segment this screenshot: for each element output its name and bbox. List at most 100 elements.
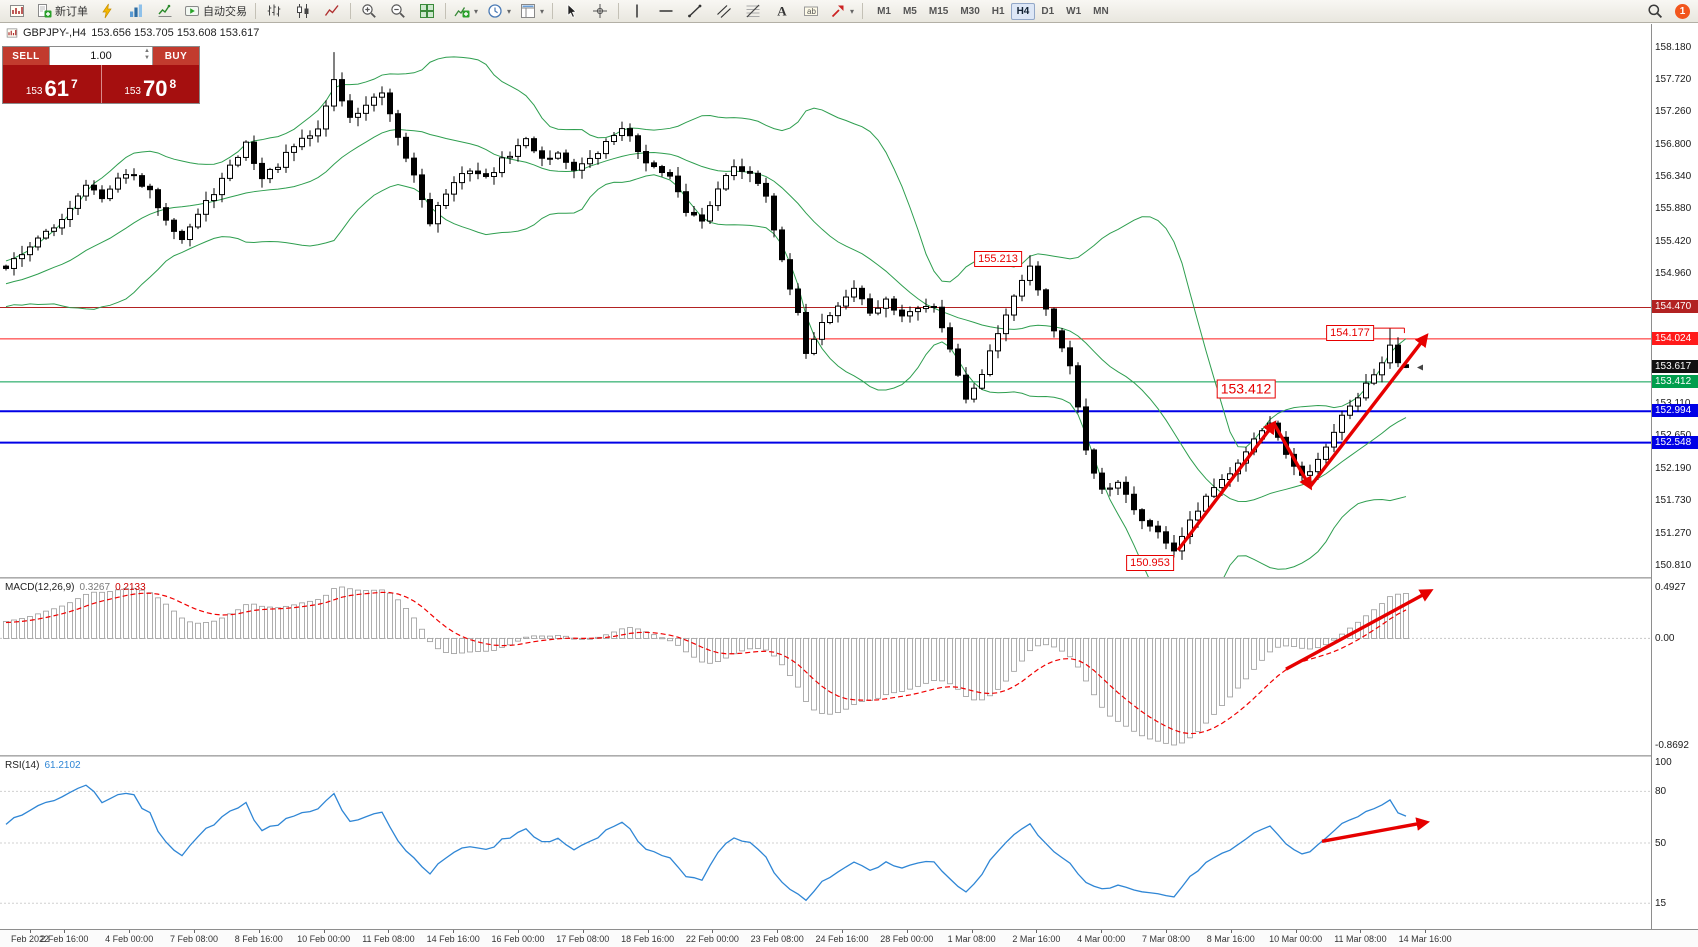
toolbar-text-button[interactable]: A bbox=[768, 0, 796, 22]
text-icon: A bbox=[774, 3, 790, 19]
time-axis[interactable]: Feb 2022 2 Feb 16:00 4 Feb 00:00 7 Feb 08:0… bbox=[0, 929, 1698, 947]
rsi-trend-arrow[interactable] bbox=[1321, 817, 1431, 843]
lot-decrease-button[interactable]: ▼ bbox=[144, 55, 150, 61]
time-label: 7 Feb 08:00 bbox=[169, 934, 219, 944]
timeframe-m5-button[interactable]: M5 bbox=[902, 5, 917, 17]
macd-trend-arrow[interactable] bbox=[1285, 589, 1434, 671]
time-tick bbox=[777, 930, 779, 933]
timeframe-m30-button[interactable]: M30 bbox=[960, 5, 980, 17]
time-tick bbox=[582, 930, 584, 933]
price-tag-154.024: 154.024 bbox=[1652, 331, 1698, 345]
time-label: 2 Feb 16:00 bbox=[40, 934, 89, 944]
price-annotation-label[interactable]: 153.412 bbox=[1216, 379, 1276, 399]
timeframe-mn-button[interactable]: MN bbox=[1093, 5, 1109, 17]
toolbar-templates-button[interactable]: ▾ bbox=[516, 0, 548, 22]
toolbar-tile-windows-button[interactable] bbox=[413, 0, 441, 22]
toolbar-cursor-button[interactable] bbox=[557, 0, 585, 22]
toolbar-separator bbox=[552, 3, 554, 19]
toolbar-script-button[interactable] bbox=[93, 0, 121, 22]
time-label: 8 Feb 16:00 bbox=[234, 934, 283, 944]
time-label: 8 Mar 16:00 bbox=[1206, 934, 1255, 944]
sell-button[interactable]: SELL bbox=[3, 47, 49, 65]
toolbar-text-label-button[interactable]: ab bbox=[797, 0, 825, 22]
time-tick bbox=[323, 930, 325, 933]
time-tick bbox=[647, 930, 649, 933]
toolbar-crosshair-button[interactable] bbox=[586, 0, 614, 22]
toolbar-channel-button[interactable] bbox=[710, 0, 738, 22]
toolbar-charts-button[interactable] bbox=[122, 0, 150, 22]
new-order-label: 新订单 bbox=[55, 6, 88, 18]
ohlc-quote: 153.656 153.705 153.608 153.617 bbox=[91, 27, 260, 39]
price-tag-152.548: 152.548 bbox=[1652, 435, 1698, 449]
macd-panel[interactable] bbox=[0, 579, 1651, 755]
notification-badge[interactable]: 1 bbox=[1675, 3, 1690, 19]
trendline-icon bbox=[687, 3, 703, 19]
buy-price-display[interactable]: 153 70 8 bbox=[101, 65, 199, 103]
timeframe-h4-button[interactable]: H4 bbox=[1010, 2, 1036, 20]
price-tick: 155.880 bbox=[1655, 203, 1692, 215]
toolbar-separator bbox=[445, 3, 446, 19]
toolbar-trendline-button[interactable] bbox=[681, 0, 709, 22]
price-axis[interactable]: 158.180 157.720 157.260 156.800 156.340 155.8… bbox=[1651, 24, 1698, 929]
search-button[interactable] bbox=[1641, 0, 1669, 22]
cursor-icon bbox=[563, 3, 579, 19]
chevron-down-icon: ▾ bbox=[474, 6, 479, 16]
price-annotation-label[interactable]: 150.953 bbox=[1126, 554, 1174, 571]
toolbar-periods-button[interactable]: ▾ bbox=[483, 0, 515, 22]
toolbar-indicators-button[interactable]: ▾ bbox=[450, 0, 482, 22]
fibonacci-icon bbox=[745, 3, 761, 19]
market-watch-icon bbox=[157, 3, 173, 19]
toolbar-chart-window-button[interactable] bbox=[3, 0, 31, 22]
lot-size-field[interactable]: 1.00 ▲ ▼ bbox=[49, 47, 153, 65]
time-tick bbox=[518, 930, 519, 933]
toolbar-horizontal-line-button[interactable] bbox=[652, 0, 680, 22]
toolbar-fibonacci-button[interactable] bbox=[739, 0, 767, 22]
toolbar-separator bbox=[350, 3, 351, 19]
trend-arrows[interactable] bbox=[1176, 327, 1429, 552]
toolbar-zoom-out-button[interactable] bbox=[384, 0, 412, 22]
channel-icon bbox=[716, 3, 732, 19]
panel-splitter-rsi[interactable] bbox=[0, 755, 1698, 757]
rsi-axis-100: 100 bbox=[1655, 757, 1672, 768]
toolbar-autotrading-button[interactable]: 自动交易 bbox=[180, 0, 251, 22]
chart-window-icon bbox=[9, 3, 25, 19]
toolbar-line-chart-button[interactable] bbox=[318, 0, 346, 22]
rsi-panel[interactable] bbox=[0, 757, 1651, 929]
timeframe-m15-button[interactable]: M15 bbox=[928, 5, 949, 17]
time-label: 24 Feb 16:00 bbox=[815, 934, 869, 944]
toolbar-market-watch-button[interactable] bbox=[151, 0, 179, 22]
macd-axis-min: -0.8692 bbox=[1655, 740, 1689, 751]
toolbar-candle-chart-button[interactable] bbox=[289, 0, 317, 22]
timeframe-w1-button[interactable]: W1 bbox=[1066, 5, 1082, 17]
toolbar-new-order-button[interactable]: 新订单 bbox=[32, 0, 92, 22]
time-tick bbox=[1230, 930, 1232, 933]
time-label: 11 Feb 08:00 bbox=[362, 934, 415, 944]
macd-indicator-label: MACD(12,26,9) 0.3267 0.2133 bbox=[5, 582, 146, 593]
timeframe-h1-button[interactable]: H1 bbox=[991, 5, 1005, 17]
toolbar-arrows-button[interactable]: ▾ bbox=[826, 0, 858, 22]
vertical-line-icon bbox=[629, 3, 645, 19]
price-chart-panel[interactable] bbox=[0, 24, 1651, 577]
timeframe-d1-button[interactable]: D1 bbox=[1041, 5, 1055, 17]
panel-splitter-macd[interactable] bbox=[0, 577, 1698, 579]
candles bbox=[3, 52, 1409, 560]
price-tick: 153.110 bbox=[1655, 398, 1690, 409]
one-click-trading-panel: SELL 1.00 ▲ ▼ BUY 153 61 7 153 70 8 bbox=[2, 46, 200, 104]
price-tick: 152.190 bbox=[1655, 462, 1692, 474]
time-label: 22 Feb 00:00 bbox=[685, 934, 739, 944]
buy-button[interactable]: BUY bbox=[153, 47, 199, 65]
time-label: 11 Mar 08:00 bbox=[1334, 934, 1387, 944]
toolbar-vertical-line-button[interactable] bbox=[623, 0, 651, 22]
toolbar-bar-chart-button[interactable] bbox=[260, 0, 288, 22]
price-annotation-label[interactable]: 155.213 bbox=[974, 250, 1022, 267]
timeframe-m1-button[interactable]: M1 bbox=[877, 5, 891, 17]
chevron-down-icon: ▾ bbox=[507, 6, 512, 16]
price-tick: 150.810 bbox=[1655, 559, 1692, 571]
bollinger-bands[interactable] bbox=[5, 56, 1407, 577]
candle-chart-icon bbox=[295, 3, 311, 19]
toolbar-zoom-in-button[interactable] bbox=[355, 0, 383, 22]
new-order-icon bbox=[36, 3, 52, 19]
price-annotation-label[interactable]: 154.177 bbox=[1326, 325, 1374, 342]
lot-increase-button[interactable]: ▲ bbox=[144, 48, 150, 54]
sell-price-display[interactable]: 153 61 7 bbox=[3, 65, 102, 103]
